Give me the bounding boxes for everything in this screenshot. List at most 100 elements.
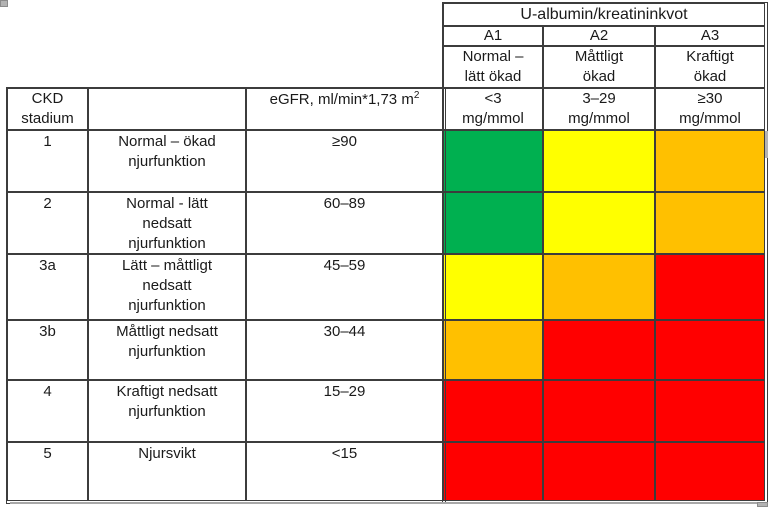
risk-cell-3b-a2 <box>543 320 655 380</box>
albumin-col-a3-code-cell: A3 <box>655 26 765 46</box>
egfr-value: <15 <box>331 445 358 462</box>
stage-cell: 4 <box>7 380 88 442</box>
description-line: njurfunktion <box>128 297 206 314</box>
risk-cell-4-a2 <box>543 380 655 442</box>
albumin-col-code: A1 <box>483 27 503 44</box>
albumin-ratio-header-label: U-albumin/kreatininkvot <box>520 5 688 23</box>
stage-cell: 1 <box>7 130 88 192</box>
description-line: njurfunktion <box>128 343 206 360</box>
egfr-header-superscript: 2 <box>413 90 420 101</box>
egfr-cell: 60–89 <box>246 192 443 254</box>
description-line: Normal - lätt <box>126 195 208 212</box>
stage-label: 5 <box>43 445 52 462</box>
egfr-value: 30–44 <box>323 323 366 340</box>
albumin-col-label-line: Måttligt <box>574 48 624 65</box>
egfr-value: ≥90 <box>332 133 357 150</box>
egfr-cell: 30–44 <box>246 320 443 380</box>
table-bottom-shadow <box>10 502 768 504</box>
risk-cell-5-a1 <box>443 442 543 501</box>
description-header-cell <box>88 88 246 130</box>
description-line: Njursvikt <box>138 445 196 462</box>
albumin-col-a1-code-cell: A1 <box>443 26 543 46</box>
albumin-col-range-line: ≥30 <box>697 90 723 107</box>
stage-cell: 5 <box>7 442 88 501</box>
egfr-cell: ≥90 <box>246 130 443 192</box>
egfr-cell: 45–59 <box>246 254 443 320</box>
albumin-col-a3-label-cell: Kraftigt ökad <box>655 46 765 88</box>
risk-cell-4-a1 <box>443 380 543 442</box>
description-cell: Kraftigt nedsatt njurfunktion <box>88 380 246 442</box>
albumin-col-a2-label-cell: Måttligt ökad <box>543 46 655 88</box>
risk-cell-1-a1 <box>443 130 543 192</box>
albumin-col-label-line: ökad <box>693 68 727 85</box>
stage-label: 2 <box>43 195 52 212</box>
selection-handle-top-left[interactable] <box>0 0 8 7</box>
albumin-col-range-line: 3–29 <box>582 90 616 107</box>
ckd-stage-header-line: stadium <box>21 110 74 127</box>
albumin-col-code: A3 <box>700 27 720 44</box>
stage-cell: 3b <box>7 320 88 380</box>
description-line: njurfunktion <box>128 403 206 420</box>
albumin-col-label-line: Kraftigt <box>686 48 734 65</box>
albumin-col-a1-range-cell: <3 mg/mmol <box>443 88 543 130</box>
stage-label: 1 <box>43 133 52 150</box>
risk-cell-3a-a2 <box>543 254 655 320</box>
risk-cell-3b-a1 <box>443 320 543 380</box>
egfr-header-cell: eGFR, ml/min*1,73 m2 <box>246 88 443 130</box>
egfr-header-label: eGFR, ml/min*1,73 m2 <box>247 90 442 110</box>
egfr-value: 45–59 <box>323 257 366 274</box>
risk-cell-2-a1 <box>443 192 543 254</box>
albumin-col-range-line: mg/mmol <box>568 110 630 127</box>
albumin-col-label-line: Normal – <box>462 48 524 65</box>
albumin-col-range-line: mg/mmol <box>462 110 524 127</box>
stage-label: 3a <box>39 257 56 274</box>
risk-cell-3b-a3 <box>655 320 765 380</box>
stage-label: 3b <box>39 323 56 340</box>
risk-cell-3a-a1 <box>443 254 543 320</box>
description-line: Måttligt nedsatt <box>116 323 218 340</box>
selection-handle-bottom-right[interactable] <box>757 502 768 507</box>
albumin-col-label-line: ökad <box>582 68 616 85</box>
description-cell: Normal – ökad njurfunktion <box>88 130 246 192</box>
albumin-col-code: A2 <box>589 27 609 44</box>
albumin-col-a2-range-cell: 3–29 mg/mmol <box>543 88 655 130</box>
description-line: nedsatt <box>142 215 192 232</box>
risk-cell-5-a2 <box>543 442 655 501</box>
description-cell: Lätt – måttligt nedsatt njurfunktion <box>88 254 246 320</box>
albumin-col-a1-label-cell: Normal – lätt ökad <box>443 46 543 88</box>
albumin-ratio-header-cell: U-albumin/kreatininkvot <box>443 3 765 26</box>
albumin-col-a2-code-cell: A2 <box>543 26 655 46</box>
egfr-cell: 15–29 <box>246 380 443 442</box>
risk-cell-1-a2 <box>543 130 655 192</box>
egfr-value: 60–89 <box>323 195 366 212</box>
stage-cell: 2 <box>7 192 88 254</box>
description-line: Kraftigt nedsatt <box>116 383 218 400</box>
description-cell: Måttligt nedsatt njurfunktion <box>88 320 246 380</box>
albumin-col-range-line: mg/mmol <box>679 110 741 127</box>
stage-cell: 3a <box>7 254 88 320</box>
risk-cell-3a-a3 <box>655 254 765 320</box>
risk-cell-5-a3 <box>655 442 765 501</box>
risk-cell-1-a3 <box>655 130 765 192</box>
egfr-cell: <15 <box>246 442 443 501</box>
selection-handle-right-edge[interactable] <box>765 131 768 158</box>
stage-label: 4 <box>43 383 52 400</box>
description-line: Lätt – måttligt <box>121 257 213 274</box>
description-line: Normal – ökad <box>118 133 216 150</box>
description-line: njurfunktion <box>128 153 206 170</box>
description-line: nedsatt <box>142 277 192 294</box>
albumin-col-label-line: lätt ökad <box>464 68 522 85</box>
description-cell: Normal - lätt nedsatt njurfunktion <box>88 192 246 254</box>
risk-cell-4-a3 <box>655 380 765 442</box>
ckd-stage-header-cell: CKD stadium <box>7 88 88 130</box>
egfr-header-text: eGFR, ml/min*1,73 m <box>269 91 414 108</box>
ckd-stage-header-line: CKD <box>31 90 64 107</box>
risk-cell-2-a3 <box>655 192 765 254</box>
albumin-col-range-line: <3 <box>484 90 502 107</box>
risk-cell-2-a2 <box>543 192 655 254</box>
albumin-col-a3-range-cell: ≥30 mg/mmol <box>655 88 765 130</box>
description-cell: Njursvikt <box>88 442 246 501</box>
egfr-value: 15–29 <box>323 383 366 400</box>
description-line: njurfunktion <box>128 235 206 252</box>
